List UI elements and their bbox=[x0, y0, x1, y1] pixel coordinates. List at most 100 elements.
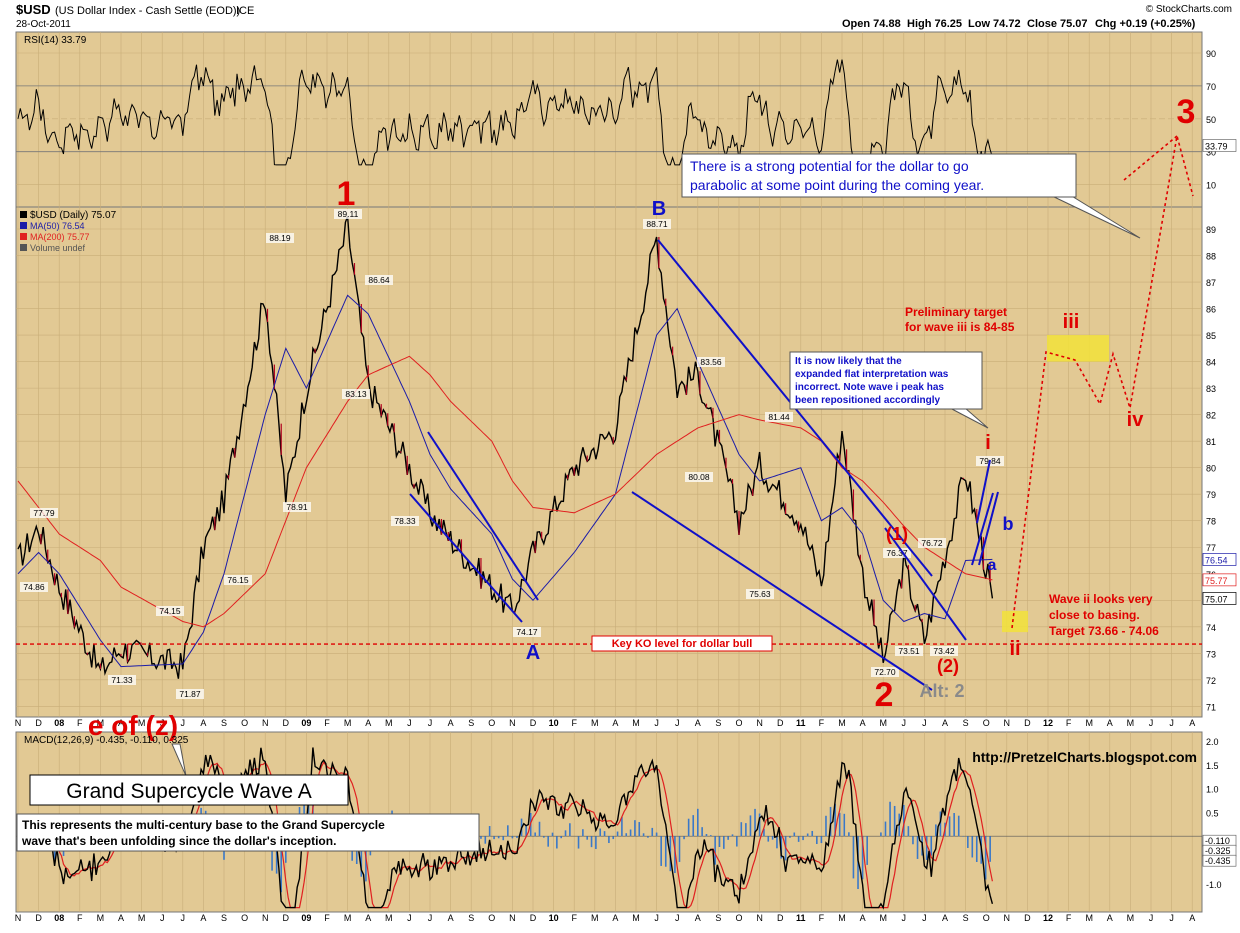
grand-title: Grand Supercycle Wave A bbox=[66, 780, 312, 803]
x-tick-label: 08 bbox=[54, 913, 64, 923]
value-label-bg bbox=[156, 606, 184, 616]
x-tick-label: M bbox=[591, 718, 599, 728]
macd-right-label: -0.435 bbox=[1205, 856, 1231, 866]
grand-callout-pointer bbox=[171, 743, 187, 777]
trend-line bbox=[976, 459, 991, 524]
x-tick-label: A bbox=[612, 913, 618, 923]
x-tick-label: O bbox=[488, 718, 495, 728]
x-tick-label: 08 bbox=[54, 718, 64, 728]
x-tick-label: O bbox=[488, 913, 495, 923]
value-label: 83.13 bbox=[345, 389, 367, 399]
value-label: 76.72 bbox=[921, 538, 943, 548]
x-tick-label: A bbox=[200, 913, 206, 923]
value-label-bg bbox=[930, 646, 958, 656]
x-tick-label: M bbox=[385, 913, 393, 923]
parabolic-callout bbox=[681, 153, 1077, 198]
wave-label: (1) bbox=[886, 524, 908, 544]
x-tick-label: F bbox=[77, 913, 83, 923]
key-level-box bbox=[591, 635, 773, 652]
x-tick-label: D bbox=[1024, 913, 1031, 923]
ohlc-low: Low 74.72 bbox=[968, 18, 1021, 30]
macd-tick-label: 2.0 bbox=[1206, 737, 1219, 747]
value-label-bg bbox=[765, 412, 793, 422]
value-label: 80.08 bbox=[688, 472, 710, 482]
x-tick-label: A bbox=[200, 718, 206, 728]
value-label: 74.15 bbox=[159, 606, 181, 616]
wave-label: A bbox=[526, 642, 540, 664]
price-tick-label: 83 bbox=[1206, 384, 1216, 394]
legend-swatch bbox=[20, 233, 27, 240]
wave-ii-callout-l3: Target 73.66 - 74.06 bbox=[1049, 624, 1159, 638]
x-tick-label: S bbox=[221, 913, 227, 923]
x-tick-label: 10 bbox=[549, 718, 559, 728]
price-tick-label: 74 bbox=[1206, 623, 1216, 633]
value-label-bg bbox=[391, 516, 419, 526]
value-label-bg bbox=[883, 548, 911, 558]
value-label-bg bbox=[918, 538, 946, 548]
trend-line bbox=[427, 431, 539, 601]
x-tick-label: J bbox=[902, 913, 907, 923]
x-tick-label: D bbox=[283, 913, 290, 923]
rsi-tick-label: 90 bbox=[1206, 49, 1216, 59]
x-tick-label: M bbox=[879, 718, 887, 728]
x-tick-label: N bbox=[1004, 913, 1011, 923]
price-right-label: 75.77 bbox=[1205, 576, 1228, 586]
x-tick-label: M bbox=[1085, 718, 1093, 728]
value-label-bg bbox=[643, 219, 671, 229]
x-tick-label: A bbox=[448, 718, 454, 728]
rsi-tick-label: 30 bbox=[1206, 148, 1216, 158]
x-tick-label: F bbox=[819, 913, 825, 923]
x-tick-label: M bbox=[1127, 718, 1135, 728]
macd-right-label: -0.110 bbox=[1205, 836, 1230, 846]
symbol: $USD bbox=[16, 2, 51, 17]
x-tick-label: J bbox=[428, 913, 433, 923]
x-tick-label: A bbox=[365, 913, 371, 923]
grand-desc-l1: This represents the multi-century base t… bbox=[22, 818, 385, 832]
wave-label: Alt: 2 bbox=[920, 681, 965, 701]
x-tick-label: N bbox=[509, 718, 516, 728]
grand-desc-box bbox=[16, 813, 480, 852]
legend-swatch bbox=[20, 244, 27, 251]
legend-swatch bbox=[20, 222, 27, 229]
x-tick-label: O bbox=[983, 913, 990, 923]
x-tick-label: F bbox=[819, 718, 825, 728]
x-tick-label: S bbox=[468, 718, 474, 728]
x-tick-label: A bbox=[860, 913, 866, 923]
x-tick-label: M bbox=[1127, 913, 1135, 923]
x-tick-label: S bbox=[715, 913, 721, 923]
price-right-label: 75.07 bbox=[1205, 594, 1228, 604]
x-tick-label: S bbox=[963, 718, 969, 728]
x-tick-label: F bbox=[571, 913, 577, 923]
x-tick-label: F bbox=[324, 718, 330, 728]
price-right-box bbox=[1202, 553, 1237, 566]
date: 28-Oct-2011 bbox=[16, 19, 71, 30]
x-tick-label: J bbox=[1169, 718, 1174, 728]
x-tick-label: N bbox=[1004, 718, 1011, 728]
macd-label: MACD(12,26,9) -0.435, -0.110, 0.325 bbox=[24, 735, 189, 746]
x-tick-label: A bbox=[1189, 718, 1195, 728]
x-tick-label: 09 bbox=[301, 718, 311, 728]
x-tick-label: A bbox=[1107, 718, 1113, 728]
x-tick-label: A bbox=[612, 718, 618, 728]
x-tick-label: A bbox=[942, 913, 948, 923]
x-tick-label: N bbox=[262, 913, 269, 923]
price-tick-label: 73 bbox=[1206, 649, 1216, 659]
x-tick-label: A bbox=[942, 718, 948, 728]
wave-label: (2) bbox=[937, 656, 959, 676]
wave-label: 3 bbox=[1177, 93, 1196, 131]
x-tick-label: J bbox=[675, 913, 680, 923]
wave-label: b bbox=[1003, 514, 1014, 534]
wave-ii-callout-l1: Wave ii looks very bbox=[1049, 592, 1153, 606]
value-label: 71.87 bbox=[179, 689, 201, 699]
wave-iii-target-box bbox=[1047, 335, 1109, 362]
wave-label: i bbox=[985, 432, 991, 454]
x-tick-label: D bbox=[530, 718, 537, 728]
wave-label: 1 bbox=[337, 175, 356, 213]
x-tick-label: A bbox=[860, 718, 866, 728]
value-label: 81.44 bbox=[768, 412, 790, 422]
grand-title-box bbox=[29, 774, 349, 806]
x-tick-label: S bbox=[963, 913, 969, 923]
series-line-usd bbox=[17, 216, 994, 679]
value-label-bg bbox=[746, 589, 774, 599]
